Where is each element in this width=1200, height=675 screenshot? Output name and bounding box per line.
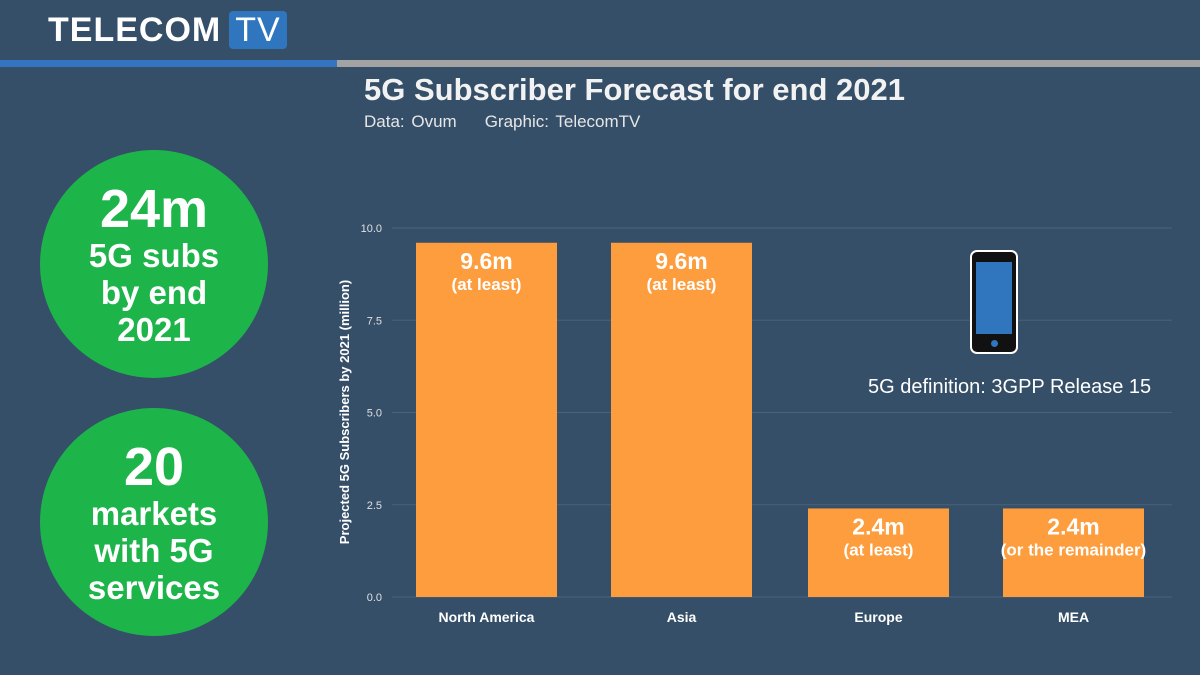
x-tick-label: Asia bbox=[667, 609, 697, 625]
chart-title: 5G Subscriber Forecast for end 2021 bbox=[364, 72, 905, 107]
data-source: Data: Ovum bbox=[364, 112, 457, 131]
y-tick-label: 10.0 bbox=[361, 223, 382, 235]
logo-text: TELECOM bbox=[48, 10, 222, 49]
data-label-value: 2.4m bbox=[1047, 513, 1099, 539]
data-label-note: (at least) bbox=[647, 275, 717, 294]
data-label-value: 9.6m bbox=[460, 248, 512, 274]
data-label-value: 9.6m bbox=[655, 248, 707, 274]
chart-subtitle: Data: Ovum Graphic: TelecomTV bbox=[364, 112, 668, 132]
stat-line: by end bbox=[100, 273, 208, 311]
data-label-note: (at least) bbox=[452, 275, 522, 294]
y-axis-label: Projected 5G Subscribers by 2021 (millio… bbox=[337, 280, 352, 544]
stat-circle-subscribers: 24m 5G subs by end 2021 bbox=[40, 150, 268, 378]
bar-north-america bbox=[416, 242, 557, 597]
y-tick-label: 2.5 bbox=[367, 500, 382, 512]
stat-line: with 5G bbox=[94, 531, 214, 569]
header-divider-grey bbox=[337, 60, 1200, 67]
y-tick-label: 0.0 bbox=[367, 592, 382, 604]
bar-europe bbox=[808, 508, 949, 597]
stat-line: 5G subs bbox=[88, 236, 220, 274]
stat-line: 2021 bbox=[117, 310, 191, 348]
telecomtv-logo: TELECOM TV bbox=[48, 10, 287, 50]
x-tick-label: Europe bbox=[854, 609, 902, 625]
data-label-note: (at least) bbox=[844, 540, 914, 559]
bar-mea bbox=[1003, 508, 1144, 597]
5g-definition-note: 5G definition: 3GPP Release 15 bbox=[868, 376, 1152, 398]
smartphone-icon bbox=[970, 250, 1018, 354]
stat-line: services bbox=[87, 568, 221, 606]
x-tick-label: North America bbox=[439, 609, 535, 625]
y-tick-label: 5.0 bbox=[367, 408, 382, 420]
bar-asia bbox=[611, 242, 752, 597]
x-tick-label: MEA bbox=[1058, 609, 1089, 625]
header-divider-blue bbox=[0, 60, 337, 67]
stat-line: markets bbox=[90, 494, 218, 532]
stat-value: 24m bbox=[99, 178, 209, 239]
stat-circle-markets: 20 markets with 5G services bbox=[40, 408, 268, 636]
logo-badge: TV bbox=[229, 11, 287, 49]
data-label-note: (or the remainder) bbox=[1001, 540, 1146, 559]
stat-value: 20 bbox=[123, 436, 185, 497]
data-label-value: 2.4m bbox=[852, 513, 904, 539]
y-tick-label: 7.5 bbox=[367, 315, 382, 327]
graphic-credit: Graphic: TelecomTV bbox=[484, 112, 641, 131]
